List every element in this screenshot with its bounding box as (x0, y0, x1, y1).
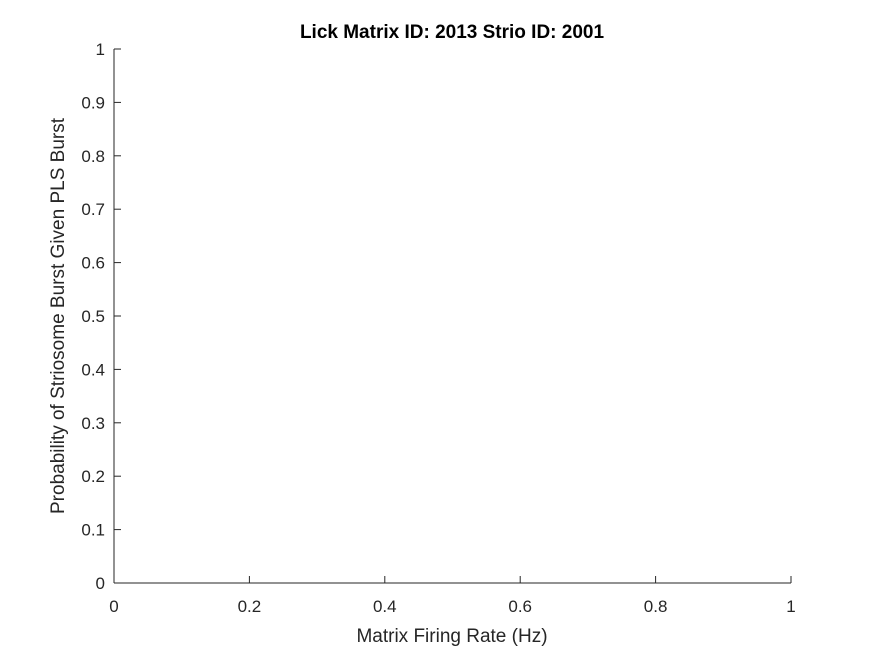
y-tick-label: 0.7 (81, 200, 105, 219)
y-tick-label: 0.9 (81, 93, 105, 112)
x-tick-label: 0.8 (644, 597, 668, 616)
chart-title: Lick Matrix ID: 2013 Strio ID: 2001 (300, 22, 605, 43)
x-tick-label: 0.2 (238, 597, 262, 616)
x-axis-label: Matrix Firing Rate (Hz) (356, 626, 547, 647)
y-tick-label: 0.1 (81, 521, 105, 540)
x-tick-label: 0.6 (508, 597, 532, 616)
y-tick-label: 1 (96, 40, 105, 59)
y-tick-label: 0 (96, 574, 105, 593)
y-tick-label: 0.4 (81, 360, 105, 379)
y-axis-label: Probability of Striosome Burst Given PLS… (48, 117, 69, 514)
x-tick-label: 0 (109, 597, 118, 616)
y-axis-ticks: 0 0.1 0.2 0.3 0.4 0.5 0.6 0.7 0.8 0.9 1 (81, 40, 121, 593)
x-axis-ticks: 0 0.2 0.4 0.6 0.8 1 (109, 576, 796, 616)
y-tick-label: 0.6 (81, 254, 105, 273)
y-tick-label: 0.2 (81, 467, 105, 486)
x-tick-label: 1 (786, 597, 795, 616)
y-tick-label: 0.8 (81, 147, 105, 166)
y-tick-label: 0.3 (81, 414, 105, 433)
y-tick-label: 0.5 (81, 307, 105, 326)
x-tick-label: 0.4 (373, 597, 397, 616)
